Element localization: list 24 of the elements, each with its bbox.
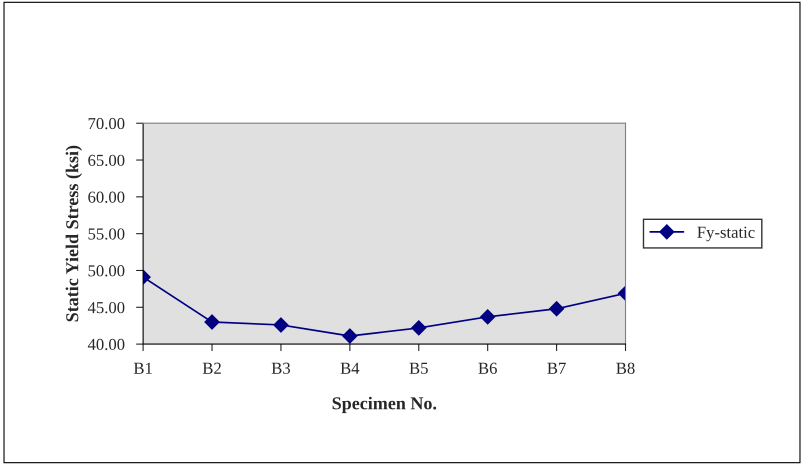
y-tick-label: 70.00 (88, 118, 124, 130)
x-tick-label: B5 (410, 362, 428, 374)
legend-label: Fy-static (697, 226, 755, 242)
point (342, 328, 358, 344)
y-tick-label: 55.00 (88, 228, 124, 240)
y-tick-label: 45.00 (88, 302, 124, 314)
y-tick-label: 60.00 (88, 192, 124, 203)
x-tick-label: B2 (202, 362, 221, 374)
x-tick-label: B8 (616, 362, 635, 374)
y-tick-label: 50.00 (88, 265, 124, 276)
y-tick-label: 40.00 (88, 338, 124, 350)
point (273, 317, 289, 333)
x-tick-label: B1 (134, 362, 152, 374)
x-axis-title: Specimen No. (332, 396, 436, 414)
x-tick-label: B6 (478, 362, 497, 374)
y-tick-label: 65.00 (88, 154, 124, 166)
point (480, 309, 496, 324)
x-tick-label: B4 (340, 362, 360, 374)
y-axis-title: Static Yield Stress (ksi) (66, 146, 82, 322)
point (549, 301, 564, 316)
x-tick-label: B3 (272, 362, 290, 374)
x-tick-label: B7 (547, 362, 566, 374)
point (204, 314, 220, 330)
point (411, 320, 426, 336)
